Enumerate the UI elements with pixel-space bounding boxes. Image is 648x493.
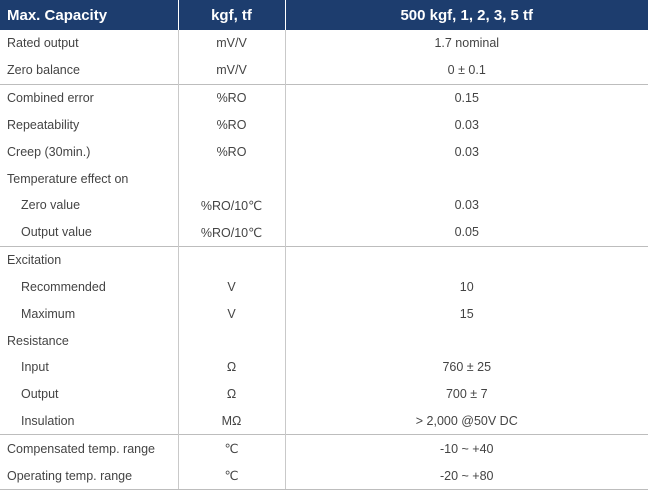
row-value: 0.03 bbox=[284, 191, 648, 219]
row-value bbox=[284, 327, 648, 354]
table-row: Excitation bbox=[0, 245, 648, 274]
table-row: Combined error %RO 0.15 bbox=[0, 83, 648, 112]
row-unit: %RO/10℃ bbox=[177, 218, 285, 247]
row-value: 1.7 nominal bbox=[284, 30, 648, 57]
table-row: Maximum V 15 bbox=[0, 300, 648, 328]
row-unit: V bbox=[177, 273, 285, 301]
row-unit: MΩ bbox=[177, 407, 285, 435]
header-capacity: Max. Capacity bbox=[0, 0, 178, 30]
row-label: Insulation bbox=[21, 414, 75, 428]
row-unit: %RO bbox=[177, 111, 285, 139]
table-row: Output Ω 700 ± 7 bbox=[0, 380, 648, 408]
row-unit: Ω bbox=[177, 353, 285, 381]
row-value: 0.03 bbox=[284, 138, 648, 166]
row-unit: mV/V bbox=[177, 30, 285, 57]
row-label: Repeatability bbox=[7, 117, 80, 132]
row-label: Recommended bbox=[21, 279, 106, 294]
row-label: Resistance bbox=[7, 333, 69, 348]
row-value: -10 ~ +40 bbox=[284, 434, 648, 463]
row-value: 700 ± 7 bbox=[284, 380, 648, 408]
row-label: Input bbox=[21, 360, 49, 375]
table-row: Compensated temp. range ℃ -10 ~ +40 bbox=[0, 434, 648, 463]
row-unit: %RO bbox=[177, 83, 285, 112]
row-label: Combined error bbox=[0, 83, 178, 112]
table-row: Insulation MΩ > 2,000 @50V DC bbox=[0, 407, 648, 435]
table-row: Resistance bbox=[0, 327, 648, 354]
row-value bbox=[284, 165, 648, 192]
row-unit: %RO/10℃ bbox=[177, 191, 285, 219]
table-row: Zero value %RO/10℃ 0.03 bbox=[0, 191, 648, 219]
row-label: Zero balance bbox=[7, 63, 80, 78]
table-row: Rated output mV/V 1.7 nominal bbox=[0, 30, 648, 57]
table-row: Operating temp. range ℃ -20 ~ +80 bbox=[0, 462, 648, 491]
row-value: 0.15 bbox=[284, 83, 648, 112]
row-unit: V bbox=[177, 300, 285, 328]
table-row: Output value %RO/10℃ 0.05 bbox=[0, 218, 648, 247]
row-label: Temperature effect on bbox=[7, 171, 129, 186]
row-unit bbox=[177, 245, 285, 274]
row-label: Operating temp. range bbox=[0, 462, 178, 491]
header-value: 500 kgf, 1, 2, 3, 5 tf bbox=[284, 0, 648, 30]
table-row: Zero balance mV/V 0 ± 0.1 bbox=[0, 56, 648, 85]
table-row: Temperature effect on bbox=[0, 165, 648, 192]
row-label: Output bbox=[21, 387, 59, 402]
row-unit: ℃ bbox=[177, 462, 285, 491]
header-unit: kgf, tf bbox=[177, 0, 285, 30]
row-label: Excitation bbox=[0, 245, 178, 274]
row-value: 15 bbox=[284, 300, 648, 328]
row-unit bbox=[177, 165, 285, 192]
row-value: 0 ± 0.1 bbox=[284, 56, 648, 85]
row-unit: %RO bbox=[177, 138, 285, 166]
row-value: > 2,000 @50V DC bbox=[284, 407, 648, 435]
row-label: Rated output bbox=[7, 36, 79, 51]
row-label: Output value bbox=[21, 225, 92, 240]
row-value: 0.03 bbox=[284, 111, 648, 139]
table-row: Input Ω 760 ± 25 bbox=[0, 353, 648, 381]
row-label: Maximum bbox=[21, 306, 76, 321]
table-row: Recommended V 10 bbox=[0, 273, 648, 301]
row-label: Creep (30min.) bbox=[7, 144, 91, 159]
row-label: Zero value bbox=[21, 198, 81, 213]
row-value bbox=[284, 245, 648, 274]
row-unit: ℃ bbox=[177, 434, 285, 463]
row-unit: Ω bbox=[177, 380, 285, 408]
row-unit: mV/V bbox=[177, 56, 285, 85]
row-value: 760 ± 25 bbox=[284, 353, 648, 381]
row-unit bbox=[177, 327, 285, 354]
row-value: 10 bbox=[284, 273, 648, 301]
table-row: Creep (30min.) %RO 0.03 bbox=[0, 138, 648, 166]
row-value: 0.05 bbox=[284, 218, 648, 247]
row-label: Compensated temp. range bbox=[0, 434, 178, 463]
row-value: -20 ~ +80 bbox=[284, 462, 648, 491]
header-row: Max. Capacity kgf, tf 500 kgf, 1, 2, 3, … bbox=[0, 0, 648, 30]
table-row: Repeatability %RO 0.03 bbox=[0, 111, 648, 139]
